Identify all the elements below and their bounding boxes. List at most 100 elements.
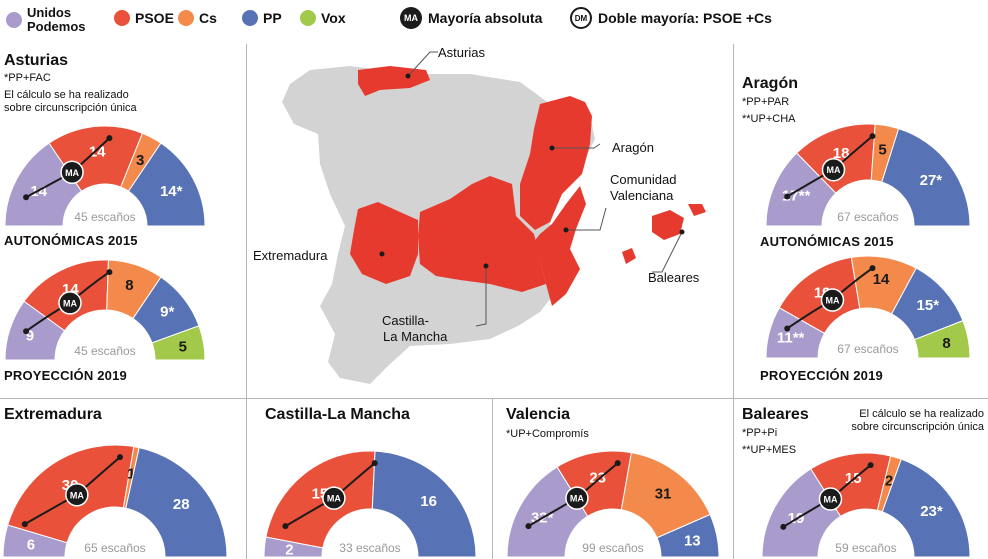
map-asturias [358,66,430,96]
map-castilla-la-mancha [418,176,546,292]
legend: Unidos Podemos PSOE Cs PP Vox MA Mayoría… [6,4,796,42]
ma-badge-icon [322,486,346,510]
map-label-asturias: Asturias [438,45,485,60]
seg-label: 15* [917,297,940,314]
ma-endpoint [614,460,621,467]
seg-label: 23 [589,469,606,486]
baleares-note-2: **UP+MES [742,444,797,456]
chart-center [57,312,153,360]
ma-endpoint [23,194,30,201]
seg-pp [125,447,228,558]
aragon-note-1: *PP+PAR [742,96,790,108]
ma-badge-icon [820,288,845,312]
seg-label: 23* [920,503,943,520]
legend-label-vox: Vox [321,10,346,26]
legend-label-psoe: PSOE [135,10,174,26]
map-label-extremadura: Extremadura [253,248,328,263]
valencia-title: Valencia [506,406,571,423]
seg-psoe [265,450,376,549]
asturias-note-2: El cálculo se ha realizado [4,89,129,101]
ma-badge-text: MA [570,494,584,504]
divider-horizontal [0,398,988,399]
ma-endpoint [867,462,874,469]
ma-badge-text: MA [827,165,841,175]
seg-vox [151,325,206,361]
ma-endpoint [282,523,289,530]
seg-pp [881,458,971,558]
map-valenciana [532,186,586,306]
chart-2: 17** 18 5 27* 67 escaños MA [765,123,971,227]
total-seats-label: 33 escaños [339,541,400,555]
map-label-valenciana-1: Comunidad [610,172,677,187]
pp-swatch [242,10,258,26]
ma-badge-text: MA [327,494,341,504]
map-label-valenciana-2: Valenciana [610,188,674,203]
total-seats-label: 45 escaños [74,210,135,224]
ma-endpoint [869,265,876,272]
seg-label: 11** [777,330,805,347]
baleares-note-1: *PP+Pi [742,427,778,439]
chart-center [67,509,163,557]
ma-endpoint [116,454,123,461]
ma-endpoint [780,523,787,530]
seg-pp [656,513,720,558]
total-seats-label: 67 escaños [837,342,898,356]
ma-endpoint [106,135,113,142]
seg-label: 27* [920,172,943,189]
seg-label: 14* [160,183,183,200]
divider-bottom-1 [246,398,247,559]
map-label-castilla-2: La Mancha [383,329,448,344]
legend-item-psoe: PSOE [114,10,174,26]
seg-label: 2 [285,541,293,558]
legend-label-dm: Doble mayoría: PSOE +Cs [598,10,772,26]
vox-swatch [300,10,316,26]
ma-endpoint [869,133,876,140]
seg-label: 1 [127,466,135,483]
extremadura-title: Extremadura [4,406,102,423]
seg-label: 17** [782,188,811,205]
seg-pp [881,128,971,227]
castilla-title: Castilla-La Mancha [265,406,410,423]
chart-center [820,310,916,358]
ma-badge-icon [60,160,84,185]
seg-label: 5 [179,338,187,355]
total-seats-label: 59 escaños [835,541,896,555]
ma-badge-text: MA [823,495,837,505]
ma-badge-text: MA [70,490,84,500]
aragon-note-2: **UP+CHA [742,113,796,125]
up-swatch [6,12,22,28]
legend-item-dm: DM Doble mayoría: PSOE +Cs [570,7,772,29]
ma-badge-icon [65,483,89,507]
ma-badge-text: MA [825,296,839,306]
psoe-swatch [114,10,130,26]
dm-badge-icon: DM [570,7,592,29]
seg-label: 2 [885,472,893,489]
map-label-aragon: Aragón [612,140,654,155]
asturias-note-1: *PP+FAC [4,72,51,84]
map-baleares-ibiza [622,248,636,264]
seg-label: 9* [160,303,174,320]
divider-bottom-2 [492,398,493,559]
baleares-title: Baleares [742,406,809,423]
seg-label: 14 [873,271,890,288]
chart-center [824,182,912,226]
spain-map [282,51,706,384]
baleares-note-right-1: El cálculo se ha realizado [859,408,984,420]
seg-label: 18 [833,145,850,162]
ma-badge-icon [818,487,843,511]
seg-pp [371,450,477,558]
divider-vertical-left [246,44,247,399]
chart-center [567,511,659,557]
legend-label-up: Unidos Podemos [27,5,86,34]
chart-center [324,511,416,557]
aragon-label-2019: PROYECCIÓN 2019 [760,368,883,383]
legend-label-ma: Mayoría absoluta [428,10,543,26]
seg-label: 8 [942,335,950,352]
seg-label: 16 [420,493,437,510]
